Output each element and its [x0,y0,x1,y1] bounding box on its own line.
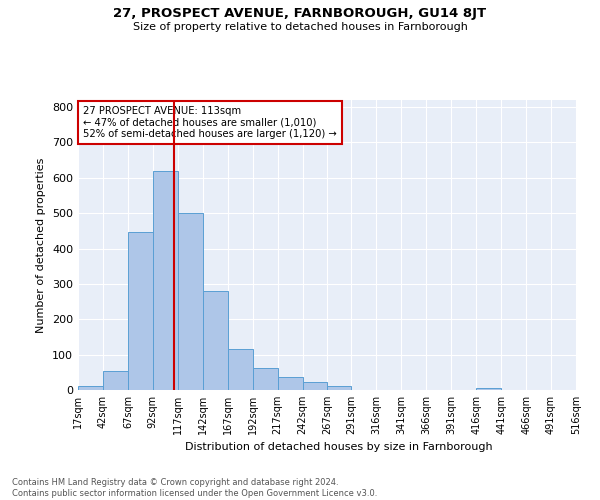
Text: 27 PROSPECT AVENUE: 113sqm
← 47% of detached houses are smaller (1,010)
52% of s: 27 PROSPECT AVENUE: 113sqm ← 47% of deta… [83,106,337,139]
Text: 27, PROSPECT AVENUE, FARNBOROUGH, GU14 8JT: 27, PROSPECT AVENUE, FARNBOROUGH, GU14 8… [113,8,487,20]
Text: Size of property relative to detached houses in Farnborough: Size of property relative to detached ho… [133,22,467,32]
Bar [203,291,227,390]
Bar [178,213,203,390]
Bar [153,172,178,390]
Bar [227,350,253,390]
Bar [128,232,153,390]
Bar [103,372,128,390]
Bar [302,382,328,390]
Bar [476,388,501,390]
Bar [278,377,302,390]
Bar [328,386,352,390]
Text: Contains HM Land Registry data © Crown copyright and database right 2024.
Contai: Contains HM Land Registry data © Crown c… [12,478,377,498]
Y-axis label: Number of detached properties: Number of detached properties [37,158,46,332]
Text: Distribution of detached houses by size in Farnborough: Distribution of detached houses by size … [185,442,493,452]
Bar [253,368,278,390]
Bar [78,386,103,390]
